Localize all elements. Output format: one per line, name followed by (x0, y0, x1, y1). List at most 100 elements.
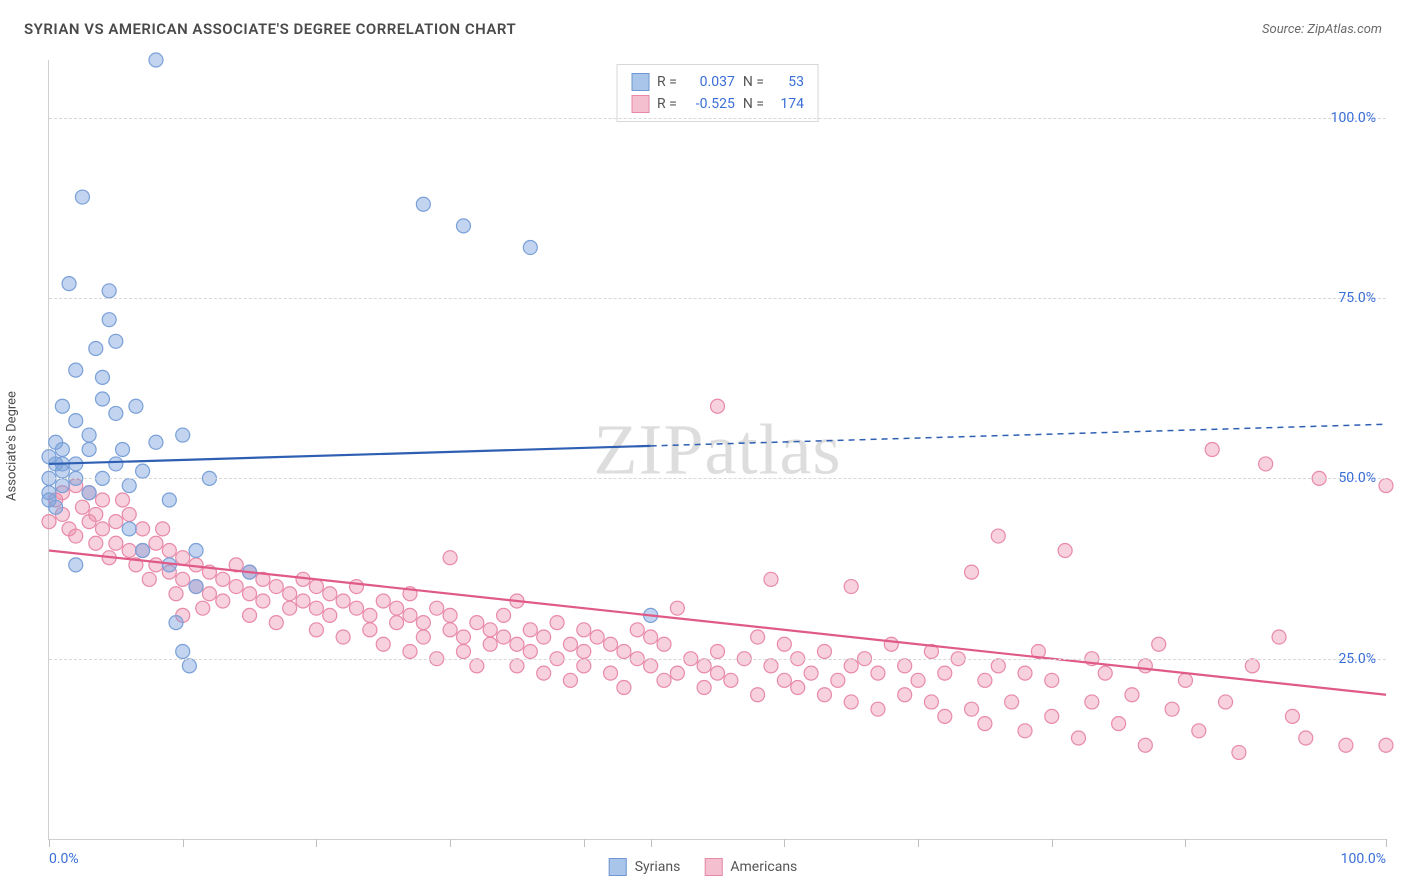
point (604, 637, 618, 651)
point (751, 630, 765, 644)
point (169, 616, 183, 630)
point (697, 681, 711, 695)
point (443, 608, 457, 622)
point (309, 601, 323, 615)
point (697, 659, 711, 673)
point (443, 551, 457, 565)
gridline-h (49, 298, 1386, 299)
point (724, 673, 738, 687)
point (82, 443, 96, 457)
point (711, 644, 725, 658)
point (1165, 702, 1179, 716)
point (136, 543, 150, 557)
point (456, 644, 470, 658)
point (136, 522, 150, 536)
point (55, 399, 69, 413)
point (1379, 479, 1393, 493)
point (537, 630, 551, 644)
point (844, 659, 858, 673)
point (991, 659, 1005, 673)
point (69, 414, 83, 428)
point (898, 659, 912, 673)
point (416, 630, 430, 644)
point (563, 673, 577, 687)
xtick (584, 839, 585, 847)
xtick (784, 839, 785, 847)
point (924, 695, 938, 709)
point (283, 587, 297, 601)
point (75, 500, 89, 514)
legend-row-americans: R = -0.525 N = 174 (631, 93, 804, 115)
xtick (1052, 839, 1053, 847)
point (831, 673, 845, 687)
point (644, 659, 658, 673)
point (69, 529, 83, 543)
point (657, 673, 671, 687)
point (89, 536, 103, 550)
point (537, 666, 551, 680)
chart-container: SYRIAN VS AMERICAN ASSOCIATE'S DEGREE CO… (0, 0, 1406, 892)
point (95, 392, 109, 406)
bottom-legend-americans: Americans (704, 858, 797, 876)
ytick-label: 75.0% (1338, 290, 1376, 306)
point (136, 464, 150, 478)
xtick (918, 839, 919, 847)
point (1259, 457, 1273, 471)
point (109, 406, 123, 420)
ytick-label: 25.0% (1338, 651, 1376, 667)
point (243, 587, 257, 601)
point (149, 558, 163, 572)
point (804, 666, 818, 680)
y-axis-label: Associate's Degree (5, 391, 20, 501)
source-label: Source: ZipAtlas.com (1262, 22, 1382, 37)
point (176, 572, 190, 586)
point (1379, 738, 1393, 752)
point (95, 493, 109, 507)
point (938, 666, 952, 680)
bottom-legend-syrians: Syrians (609, 858, 681, 876)
point (229, 580, 243, 594)
point (416, 616, 430, 630)
xtick (183, 839, 184, 847)
point (978, 717, 992, 731)
legend-n-value-syrians: 53 (772, 74, 804, 90)
point (1178, 673, 1192, 687)
point (764, 659, 778, 673)
point (109, 515, 123, 529)
point (62, 277, 76, 291)
point (991, 529, 1005, 543)
point (483, 623, 497, 637)
chart-title: SYRIAN VS AMERICAN ASSOCIATE'S DEGREE CO… (24, 20, 516, 38)
point (911, 673, 925, 687)
point (844, 580, 858, 594)
point (243, 608, 257, 622)
point (403, 608, 417, 622)
series-Syrians (42, 53, 658, 673)
point (116, 493, 130, 507)
point (403, 644, 417, 658)
point (657, 637, 671, 651)
legend-n-label: N = (743, 74, 764, 90)
point (1058, 543, 1072, 557)
point (751, 688, 765, 702)
point (497, 630, 511, 644)
point (1219, 695, 1233, 709)
xtick (1185, 839, 1186, 847)
point (122, 543, 136, 557)
legend-r-value-americans: -0.525 (685, 96, 735, 112)
point (390, 616, 404, 630)
point (1005, 695, 1019, 709)
xtick (651, 839, 652, 847)
point (122, 507, 136, 521)
point (323, 608, 337, 622)
point (510, 659, 524, 673)
legend-n-value-americans: 174 (772, 96, 804, 112)
point (89, 507, 103, 521)
point (82, 428, 96, 442)
point (1018, 724, 1032, 738)
point (363, 608, 377, 622)
point (1152, 637, 1166, 651)
point (376, 637, 390, 651)
legend-swatch-syrians (631, 73, 649, 91)
point (216, 594, 230, 608)
